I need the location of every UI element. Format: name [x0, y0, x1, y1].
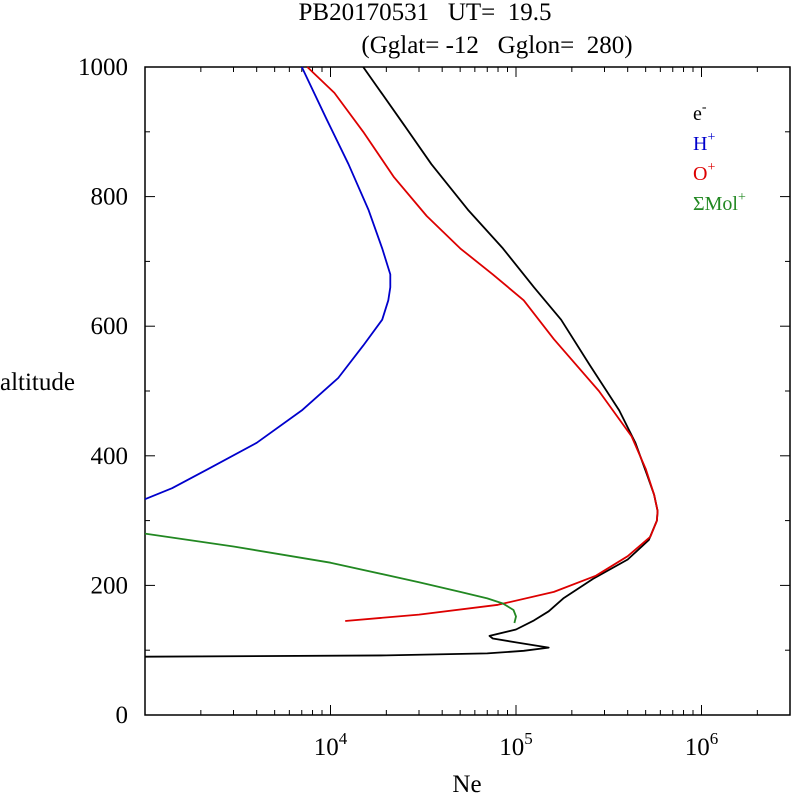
y-tick-label: 800 [91, 184, 129, 211]
x-axis-label: Ne [452, 771, 481, 795]
y-axis-label: altitude [0, 369, 75, 396]
y-tick-label: 0 [116, 702, 129, 729]
y-tick-label: 400 [91, 443, 129, 470]
series-layer [144, 66, 659, 658]
y-axis: 0 200 400 600 800 1000 [78, 54, 790, 729]
x-axis: 104 105 106 [144, 67, 791, 761]
x-tick-label: 105 [499, 729, 533, 761]
chart-title-line2: (Gglat= -12 Gglon= 280) [361, 32, 632, 59]
series-line-o [306, 66, 659, 622]
legend-entry: O+ [693, 160, 715, 185]
legend-entry: ΣMol+ [693, 190, 746, 215]
series-line-h [144, 66, 392, 501]
legend: e- H+ O+ ΣMol+ [693, 100, 746, 215]
legend-entry: e- [693, 100, 707, 125]
y-tick-label: 200 [91, 572, 129, 599]
legend-entry: H+ [693, 130, 715, 155]
series-line-e [144, 66, 659, 658]
x-tick-label: 104 [314, 729, 348, 761]
series-line-mol [144, 532, 517, 624]
chart-title-line1: PB20170531 UT= 19.5 [298, 0, 551, 26]
y-tick-label: 600 [91, 313, 129, 340]
x-tick-label: 106 [685, 729, 719, 761]
y-tick-label: 1000 [78, 54, 128, 81]
